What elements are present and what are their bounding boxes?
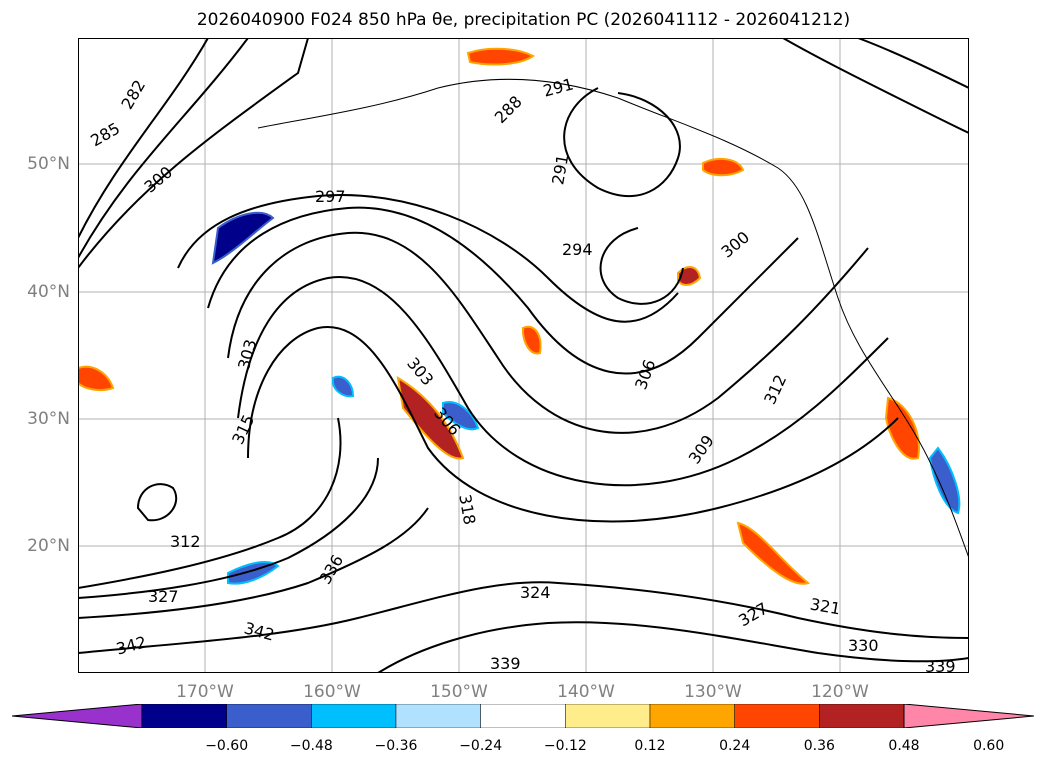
graticule	[78, 38, 969, 673]
colorbar-tick-label: 0.60	[973, 738, 1005, 754]
colorbar-segment	[734, 704, 820, 728]
lon-label-160w: 160°W	[303, 682, 361, 702]
colorbar-segment	[819, 704, 905, 728]
colorbar-extend-low	[12, 704, 143, 728]
colorbar-tick-label: −0.24	[459, 738, 503, 754]
precip-patch	[736, 521, 811, 585]
lon-label-120w: 120°W	[811, 682, 869, 702]
precip-patch	[78, 365, 115, 392]
lon-label-170w: 170°W	[176, 682, 234, 702]
lon-label-140w: 140°W	[557, 682, 615, 702]
colorbar-segment	[141, 704, 227, 728]
colorbar-tick-label: 0.36	[803, 738, 835, 754]
colorbar-segment	[226, 704, 312, 728]
map-title: 2026040900 F024 850 hPa θe, precipitatio…	[196, 10, 851, 30]
colorbar	[12, 704, 1034, 728]
colorbar-extend-high	[903, 704, 1034, 728]
precip-patch	[928, 446, 961, 515]
precip-patch	[702, 157, 745, 177]
theta-e-contours	[78, 38, 969, 673]
precip-patch	[227, 561, 280, 585]
lat-label-30n: 30°N	[27, 409, 70, 429]
colorbar-segment	[649, 704, 735, 728]
colorbar-tick-label: 0.12	[634, 738, 666, 754]
colorbar-segment	[480, 704, 566, 728]
precip-patches	[78, 47, 961, 585]
colorbar-tick-label: −0.12	[543, 738, 587, 754]
precip-patch	[466, 47, 535, 66]
colorbar-tick-label: 0.48	[888, 738, 920, 754]
colorbar-tick-label: −0.48	[289, 738, 333, 754]
precip-patch	[522, 325, 542, 355]
colorbar-segment	[395, 704, 481, 728]
lat-label-20n: 20°N	[27, 536, 70, 556]
precip-patch	[211, 211, 275, 265]
precip-patch	[884, 396, 920, 460]
map-frame	[78, 38, 969, 673]
precip-patch	[677, 266, 702, 286]
coastline	[257, 78, 969, 559]
colorbar-tick-label: −0.60	[205, 738, 249, 754]
precip-patch	[332, 375, 355, 398]
lon-label-130w: 130°W	[684, 682, 742, 702]
colorbar-segment	[311, 704, 397, 728]
colorbar-tick-label: 0.24	[719, 738, 751, 754]
colorbar-tick-label: −0.36	[374, 738, 418, 754]
lat-label-40n: 40°N	[27, 282, 70, 302]
lon-label-150w: 150°W	[430, 682, 488, 702]
lat-label-50n: 50°N	[27, 154, 70, 174]
colorbar-segment	[565, 704, 651, 728]
precip-patch	[442, 401, 480, 431]
map-panel	[78, 38, 969, 673]
map-background	[78, 38, 969, 673]
